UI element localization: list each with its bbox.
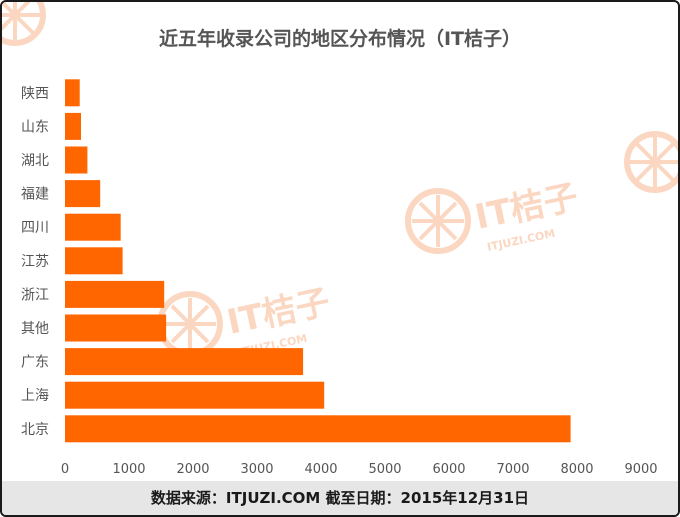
x-tick-label-5: 5000 [368, 462, 401, 477]
chart-title: 近五年收录公司的地区分布情况（IT桔子） [158, 28, 522, 50]
category-label-5: 江苏 [21, 254, 49, 270]
bar-2 [65, 146, 88, 174]
x-tick-label-2: 2000 [176, 462, 209, 477]
bar-6 [65, 280, 165, 308]
bar-group [65, 79, 571, 443]
bar-9 [65, 381, 325, 409]
category-label-4: 四川 [21, 220, 49, 236]
bar-10 [65, 415, 571, 443]
bar-3 [65, 180, 101, 208]
x-tick-label-0: 0 [61, 462, 69, 477]
category-label-2: 湖北 [21, 153, 49, 169]
source-footer: 数据来源：ITJUZI.COM 截至日期：2015年12月31日 [2, 481, 678, 515]
bar-4 [65, 213, 121, 241]
bar-8 [65, 348, 304, 376]
category-label-6: 浙江 [21, 287, 49, 303]
category-label-9: 上海 [21, 388, 49, 404]
bar-0 [65, 79, 80, 107]
bar-1 [65, 112, 81, 140]
category-label-1: 山东 [21, 119, 49, 135]
bar-5 [65, 247, 123, 275]
category-label-7: 其他 [21, 321, 49, 337]
x-tick-label-3: 3000 [240, 462, 273, 477]
x-tick-label-9: 9000 [624, 462, 657, 477]
bar-7 [65, 314, 167, 342]
category-label-0: 陕西 [21, 86, 49, 102]
value-axis: 0 1000 2000 3000 4000 5000 6000 7000 8000 9000 [61, 462, 658, 477]
category-label-10: 北京 [21, 422, 49, 438]
category-label-8: 广东 [21, 355, 49, 371]
x-tick-label-7: 7000 [496, 462, 529, 477]
category-label-3: 福建 [21, 187, 49, 203]
x-tick-label-6: 6000 [432, 462, 465, 477]
x-tick-label-4: 4000 [304, 462, 337, 477]
x-tick-label-8: 8000 [560, 462, 593, 477]
x-tick-label-1: 1000 [112, 462, 145, 477]
